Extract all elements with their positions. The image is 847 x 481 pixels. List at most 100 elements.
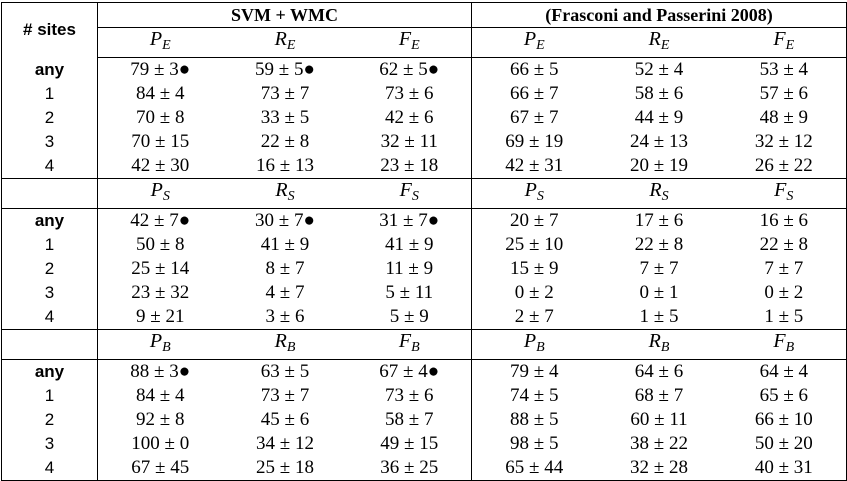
data-cell: 5 ± 9 [389,306,429,327]
metric-symbol: F [399,179,412,201]
metric-symbol: R [648,28,661,50]
data-cell: 31 ± 7● [379,210,440,231]
data-cell: 1 ± 5 [639,306,679,327]
data-cell: 42 ± 6 [385,107,434,128]
column-header: RE [596,27,722,58]
metric-subscript: B [162,340,171,355]
data-cell: 30 ± 7● [255,210,315,231]
data-cell: 74 ± 5 [471,384,597,408]
data-cell: 42 ± 7● [130,210,191,231]
data-cell: 59 ± 5● [255,59,315,80]
metric-symbol: R [275,179,288,201]
metric-subscript: S [287,189,295,204]
metric-subscript: S [786,189,794,204]
data-cell: 20 ± 7 [471,208,597,233]
data-row: 2 25 ± 14 8 ± 7 11 ± 9 15 ± 9 7 ± 7 7 ± 7 [1,257,847,281]
data-row: any 79 ± 3● 59 ± 5● 62 ± 5● 66 ± 5 52 ± 4 53 ±… [1,57,847,82]
column-header: FB [721,329,847,360]
row-label: 4 [1,154,98,179]
metric-symbol: F [773,28,786,50]
data-cell: 67 ± 45 [131,457,190,478]
data-cell: 41 ± 9 [385,234,434,255]
data-cell: 48 ± 9 [759,107,808,128]
metric-symbol: F [398,330,412,352]
data-row: 4 42 ± 30 16 ± 13 23 ± 18 42 ± 31 20 ± 19 26 ±… [1,154,847,179]
data-cell: 88 ± 5 [471,408,597,432]
metric-subscript: E [411,38,420,53]
metric-symbol: F [774,179,787,201]
data-cell: 15 ± 9 [471,257,597,281]
metric-subscript: B [411,340,420,355]
data-cell: 25 ± 18 [256,457,314,478]
data-cell: 60 ± 11 [630,409,688,430]
row-label: 2 [1,106,98,130]
data-cell: 50 ± 20 [754,433,813,454]
section-header-row: PB RB FB PB RB FB [1,329,847,360]
data-row: 4 9 ± 21 3 ± 6 5 ± 9 2 ± 7 1 ± 5 1 ± 5 [1,305,847,330]
data-cell: 7 ± 7 [764,258,804,279]
metric-subscript: S [411,189,419,204]
data-cell: 63 ± 5 [260,361,310,382]
data-cell: 11 ± 9 [385,258,434,279]
data-cell: 69 ± 19 [471,130,597,154]
data-cell: 38 ± 22 [630,433,688,454]
data-cell: 41 ± 9 [260,234,310,255]
metric-subscript: S [162,189,170,204]
data-cell: 53 ± 4 [759,59,808,80]
data-cell: 62 ± 5● [379,59,440,80]
data-cell: 25 ± 10 [471,233,597,257]
column-header: FB [347,329,472,360]
row-label: 4 [1,305,98,330]
metric-subscript: E [162,38,171,53]
data-cell: 40 ± 31 [754,457,813,478]
metric-subscript: B [286,340,296,355]
data-cell: 50 ± 8 [136,234,185,255]
data-cell: 84 ± 4 [136,385,185,406]
metric-symbol: R [649,179,662,201]
data-cell: 22 ± 8 [260,131,310,152]
data-cell: 79 ± 3● [130,59,191,80]
metric-symbol: F [773,330,786,352]
row-label: 3 [1,432,98,456]
data-cell: 66 ± 7 [471,82,597,106]
column-header: RS [596,178,722,209]
data-cell: 4 ± 7 [265,282,305,303]
data-cell: 2 ± 7 [471,305,597,330]
data-cell: 8 ± 7 [265,258,305,279]
data-row: any 42 ± 7● 30 ± 7● 31 ± 7● 20 ± 7 17 ± 6 16 ±… [1,208,847,233]
column-header: FE [347,27,472,58]
row-label: 1 [1,384,98,408]
data-cell: 65 ± 44 [471,456,597,481]
column-header-row: PE RE FE PE RE FE [2,27,847,58]
data-row: 3 70 ± 15 22 ± 8 32 ± 11 69 ± 19 24 ± 13 32 ± … [1,130,847,154]
data-row: 1 50 ± 8 41 ± 9 41 ± 9 25 ± 10 22 ± 8 22 ± 8 [1,233,847,257]
data-row: 4 67 ± 45 25 ± 18 36 ± 25 65 ± 44 32 ± 28 40 ±… [1,456,847,481]
metric-subscript: E [785,38,795,53]
metric-symbol: P [523,330,537,352]
column-header: PB [471,329,597,360]
column-header: FE [721,27,847,58]
column-header: FS [721,178,847,209]
data-cell: 36 ± 25 [380,457,439,478]
row-label: any [1,208,98,233]
column-header: FS [347,178,472,209]
group-header: (Frasconi and Passerini 2008) [471,2,847,28]
row-label: 3 [1,281,98,305]
column-header: RB [222,329,348,360]
data-cell: 26 ± 22 [754,155,813,176]
data-cell: 17 ± 6 [634,210,684,231]
metric-symbol: P [149,330,163,352]
data-cell: 44 ± 9 [634,107,684,128]
metric-symbol: P [150,179,163,201]
column-header: RB [596,329,722,360]
data-cell: 32 ± 28 [630,457,688,478]
data-cell: 58 ± 6 [634,83,684,104]
group-header-row: # sites SVM + WMC (Frasconi and Passerin… [1,2,847,58]
metric-subscript: S [661,189,669,204]
data-cell: 58 ± 7 [385,409,434,430]
data-cell: 64 ± 4 [759,361,808,382]
row-label: 1 [1,233,98,257]
data-cell: 79 ± 4 [471,359,597,384]
